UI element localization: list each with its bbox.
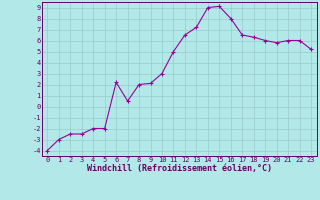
X-axis label: Windchill (Refroidissement éolien,°C): Windchill (Refroidissement éolien,°C)	[87, 164, 272, 173]
